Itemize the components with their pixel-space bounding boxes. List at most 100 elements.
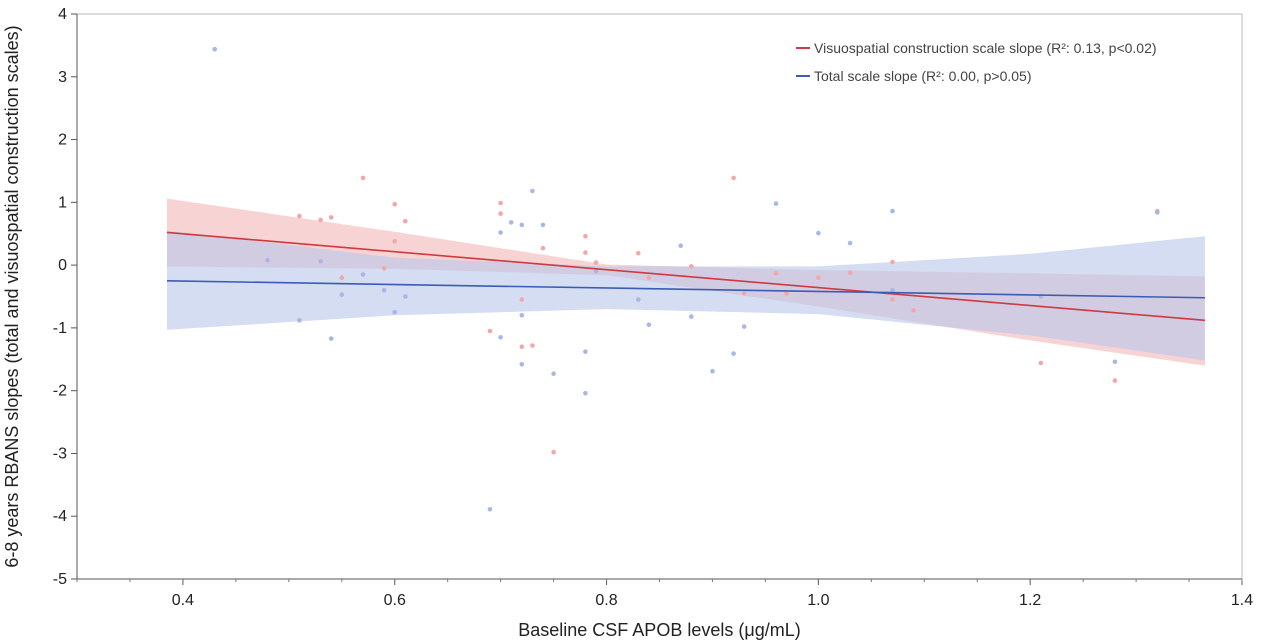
y-tick-label: 3	[58, 69, 67, 86]
total-point	[689, 314, 694, 319]
x-tick-label: 0.4	[172, 592, 194, 609]
total-point	[498, 335, 503, 340]
visuospatial-point	[519, 297, 525, 302]
visuospatial-point	[487, 328, 493, 334]
total-point	[551, 371, 556, 377]
visuospatial-point	[530, 343, 535, 348]
visuospatial-point	[847, 270, 853, 275]
x-tick-label: 1.4	[1231, 592, 1253, 609]
y-axis-title: 6-8 years RBANS slopes (total and visuos…	[2, 25, 22, 567]
visuospatial-regression-line	[166, 231, 1205, 322]
visuospatial-point	[498, 211, 503, 216]
total-point	[1155, 210, 1160, 215]
total-point	[646, 322, 652, 328]
legend-label-total: Total scale slope (R²: 0.00, p>0.05)	[814, 68, 1032, 84]
total-point	[636, 297, 641, 302]
visuospatial-point	[498, 200, 503, 206]
total-point	[583, 390, 588, 396]
visuospatial-point	[773, 271, 779, 276]
visuospatial-point	[381, 266, 387, 271]
visuospatial-point	[741, 291, 747, 296]
visuospatial-point	[731, 175, 736, 181]
y-tick-label: -1	[53, 320, 67, 337]
y-tick-label: 4	[58, 6, 67, 23]
total-point	[392, 309, 398, 315]
confidence-bands	[167, 198, 1205, 366]
axes	[71, 13, 1243, 585]
total-point	[297, 318, 302, 323]
visuospatial-point	[360, 175, 366, 181]
total-point	[710, 368, 715, 374]
visuospatial-point	[890, 259, 895, 265]
y-tick-label: -2	[53, 383, 67, 400]
visuospatial-point	[339, 275, 345, 281]
total-point	[890, 287, 895, 293]
legend-label-visuospatial: Visuospatial construction scale slope (R…	[814, 40, 1157, 56]
visuospatial-point	[403, 218, 408, 224]
visuospatial-point	[392, 239, 398, 244]
total-point	[847, 240, 853, 246]
total-point	[890, 208, 895, 214]
x-tick-label: 1.0	[807, 592, 829, 609]
total-point	[519, 222, 525, 228]
visuospatial-point	[551, 449, 556, 455]
y-tick-label: 0	[58, 257, 67, 274]
total-point	[212, 46, 217, 52]
x-tick-label: 0.6	[384, 592, 406, 609]
total-point	[519, 362, 525, 367]
visuospatial-point	[636, 250, 641, 256]
total-point	[339, 292, 345, 297]
total-confidence-band	[167, 230, 1205, 361]
visuospatial-point	[540, 245, 546, 251]
total-point	[519, 313, 525, 318]
visuospatial-point	[519, 344, 525, 350]
total-point	[530, 188, 535, 194]
scatter-points	[212, 46, 1160, 512]
tick-labels: -5 -4 -3 -2 -1 0 1 2 3 4 0.4 0.6 0.8 1.0 1.2 1.4	[53, 6, 1253, 609]
total-point	[508, 220, 514, 225]
visuospatial-point	[1112, 378, 1118, 383]
total-point	[1112, 359, 1118, 365]
total-point	[318, 259, 323, 264]
visuospatial-point	[890, 297, 895, 302]
visuospatial-point	[583, 250, 588, 255]
total-point	[265, 257, 270, 263]
visuospatial-point	[646, 275, 652, 281]
visuospatial-point	[583, 233, 588, 239]
total-point	[381, 287, 387, 293]
regression-lines	[166, 231, 1205, 322]
total-point	[773, 201, 779, 206]
y-tick-label: 1	[58, 194, 67, 211]
y-tick-label: -4	[53, 508, 67, 525]
x-tick-label: 1.2	[1019, 592, 1041, 609]
visuospatial-point	[392, 201, 398, 207]
total-point	[360, 272, 366, 277]
y-tick-label: -3	[53, 445, 67, 462]
visuospatial-point	[593, 260, 599, 265]
y-tick-label: 2	[58, 132, 67, 149]
legend: Visuospatial construction scale slope (R…	[796, 40, 1157, 84]
visuospatial-point	[816, 275, 821, 281]
y-tick-label: -5	[53, 571, 67, 588]
visuospatial-point	[318, 217, 323, 223]
total-point	[403, 294, 408, 299]
total-point	[678, 243, 683, 248]
total-regression-line	[167, 280, 1205, 299]
total-point	[487, 507, 493, 512]
visuospatial-point	[297, 213, 302, 219]
visuospatial-point	[689, 264, 694, 269]
x-tick-label: 0.8	[595, 592, 617, 609]
total-point	[540, 222, 546, 228]
visuospatial-point	[328, 215, 334, 220]
total-point	[741, 324, 747, 329]
visuospatial-point	[911, 308, 916, 313]
x-axis-title: Baseline CSF APOB levels (μg/mL)	[518, 620, 800, 640]
visuospatial-point	[1038, 360, 1044, 366]
visuospatial-point	[784, 291, 789, 296]
total-point	[593, 269, 599, 274]
total-point	[583, 349, 588, 355]
total-point	[816, 230, 821, 236]
total-point	[498, 230, 503, 235]
total-point	[731, 351, 736, 356]
